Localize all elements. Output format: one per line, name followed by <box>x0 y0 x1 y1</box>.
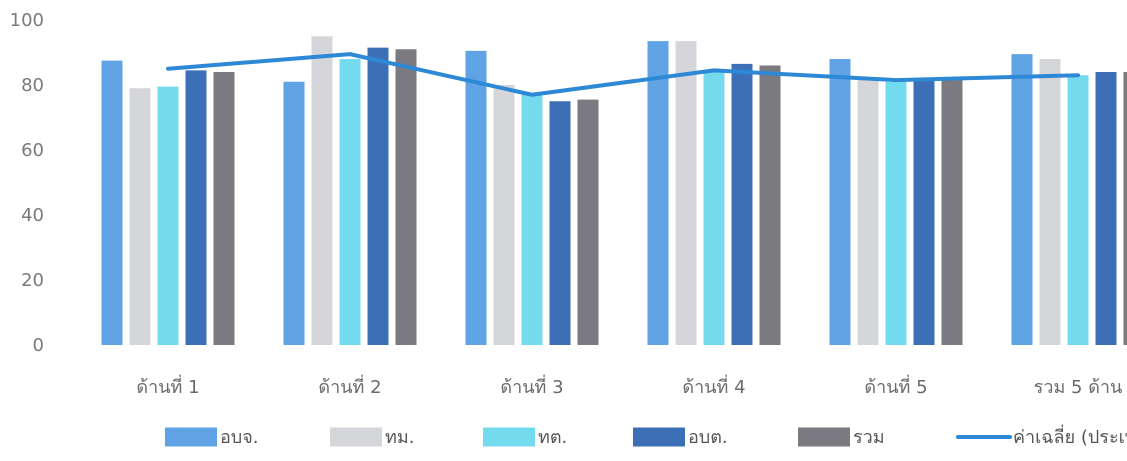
y-tick-label: 60 <box>21 140 44 161</box>
bar <box>1039 59 1061 345</box>
y-tick-label: 40 <box>21 205 44 226</box>
legend-label: ค่าเฉลี่ย (ประเทศ) <box>1013 424 1127 448</box>
bar <box>731 63 753 345</box>
bar <box>101 60 123 345</box>
legend-swatch <box>798 427 850 447</box>
bar <box>465 50 487 345</box>
x-category-label: ด้านที่ 4 <box>682 374 745 398</box>
bar <box>129 88 151 345</box>
legend-label: ทม. <box>385 427 414 448</box>
average-line <box>166 52 1080 97</box>
bar <box>913 78 935 345</box>
x-category-label: ด้านที่ 1 <box>136 374 199 398</box>
bar <box>647 41 669 345</box>
bar <box>521 94 543 345</box>
bar <box>675 41 697 345</box>
bar <box>885 81 907 345</box>
bar <box>1123 72 1127 345</box>
bar <box>157 86 179 345</box>
bar <box>311 36 333 345</box>
bar <box>549 101 571 345</box>
bar <box>1067 75 1089 345</box>
bar <box>213 72 235 345</box>
legend-swatch <box>165 427 217 447</box>
y-tick-label: 0 <box>33 335 44 356</box>
bar <box>703 72 725 345</box>
legend-swatch <box>330 427 382 447</box>
legend-swatch <box>483 427 535 447</box>
bar <box>759 65 781 345</box>
x-category-label: ด้านที่ 3 <box>500 374 563 398</box>
bar <box>367 47 389 345</box>
bar <box>283 81 305 345</box>
bar <box>941 78 963 345</box>
legend-swatch <box>633 427 685 447</box>
legend-label: อบจ. <box>220 427 259 448</box>
y-tick-label: 80 <box>21 75 44 96</box>
x-category-label: รวม 5 ด้าน <box>1034 377 1123 398</box>
legend-label: อบต. <box>688 427 728 448</box>
legend-label: รวม <box>853 427 885 448</box>
legend-label: ทต. <box>538 427 567 448</box>
bar <box>577 99 599 345</box>
bar <box>339 59 361 345</box>
bar <box>395 49 417 345</box>
y-tick-label: 100 <box>10 10 44 31</box>
bar <box>1095 72 1117 345</box>
y-tick-label: 20 <box>21 270 44 291</box>
bar <box>1011 54 1033 345</box>
bar <box>185 70 207 345</box>
bar <box>493 85 515 345</box>
x-category-label: ด้านที่ 2 <box>318 374 381 398</box>
bar <box>829 59 851 345</box>
x-category-label: ด้านที่ 5 <box>864 374 927 398</box>
bar <box>857 78 879 345</box>
